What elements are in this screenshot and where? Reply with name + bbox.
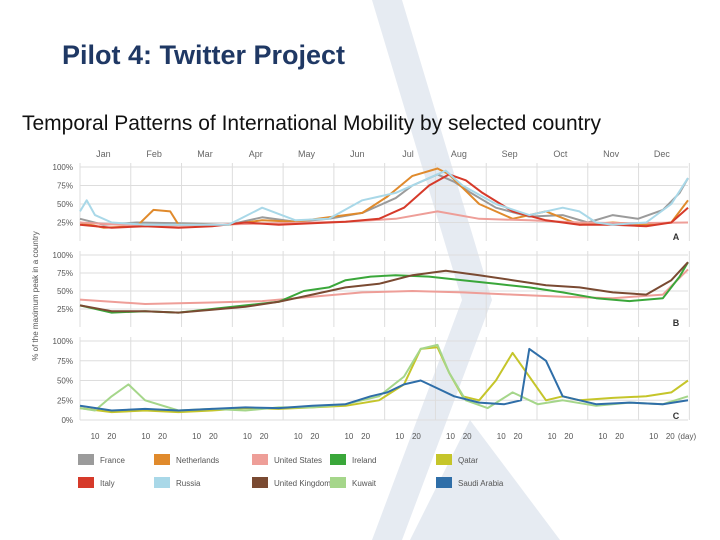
y-tick-label: 25%: [57, 219, 73, 228]
panel-label: B: [673, 318, 680, 328]
day-tick-label: 10: [91, 432, 100, 441]
month-label: Apr: [249, 149, 263, 159]
day-tick-label: 10: [497, 432, 506, 441]
legend-label: Saudi Arabia: [458, 479, 504, 488]
day-tick-label: 10: [243, 432, 252, 441]
y-tick-label: 0%: [61, 416, 73, 425]
day-tick-label: 20: [666, 432, 675, 441]
day-tick-label: 20: [514, 432, 523, 441]
legend-label: United States: [274, 456, 322, 465]
month-label: Aug: [451, 149, 467, 159]
month-label: Oct: [553, 149, 568, 159]
month-label: May: [298, 149, 316, 159]
day-tick-label: 20: [463, 432, 472, 441]
month-label: Feb: [146, 149, 162, 159]
y-tick-label: 50%: [57, 377, 73, 386]
month-label: Dec: [654, 149, 671, 159]
month-label: Jul: [402, 149, 414, 159]
month-label: Sep: [502, 149, 518, 159]
month-label: Jan: [96, 149, 111, 159]
y-tick-label: 75%: [57, 269, 73, 278]
legend-label: Kuwait: [352, 479, 377, 488]
day-tick-label: 20: [412, 432, 421, 441]
legend-swatch: [78, 454, 94, 465]
legend-label: Ireland: [352, 456, 376, 465]
slide-title: Pilot 4: Twitter Project: [62, 40, 346, 70]
day-tick-label: 20: [158, 432, 167, 441]
panel-label: C: [673, 411, 680, 421]
series-line-saudi-arabia: [79, 347, 689, 412]
y-axis-label: % of the maximum peak in a country: [31, 231, 40, 360]
legend-swatch: [330, 477, 346, 488]
series-line-russia: [79, 169, 689, 226]
month-label: Jun: [350, 149, 365, 159]
day-tick-label: 20: [310, 432, 319, 441]
legend-label: Netherlands: [176, 456, 219, 465]
legend-swatch: [252, 477, 268, 488]
legend-swatch: [154, 477, 170, 488]
y-tick-label: 100%: [53, 163, 73, 172]
y-tick-label: 25%: [57, 305, 73, 314]
day-tick-label: 10: [598, 432, 607, 441]
y-tick-label: 75%: [57, 182, 73, 191]
day-tick-label: 10: [649, 432, 658, 441]
day-tick-label: 10: [141, 432, 150, 441]
y-tick-label: 75%: [57, 357, 73, 366]
y-tick-label: 50%: [57, 287, 73, 296]
series-line-ireland: [79, 261, 689, 314]
legend-swatch: [154, 454, 170, 465]
day-tick-label: 10: [395, 432, 404, 441]
series-line-kuwait: [79, 343, 689, 412]
series-line-united-states: [79, 268, 689, 305]
day-tick-label: 20: [260, 432, 269, 441]
day-tick-label: 20: [209, 432, 218, 441]
day-tick-label: 10: [548, 432, 557, 441]
legend-label: United Kingdom: [274, 479, 331, 488]
legend-label: France: [100, 456, 125, 465]
series-line-italy: [79, 173, 689, 229]
y-tick-label: 100%: [53, 337, 73, 346]
legend-swatch: [78, 477, 94, 488]
series-line-qatar: [79, 346, 689, 414]
y-tick-label: 100%: [53, 251, 73, 260]
y-tick-label: 25%: [57, 396, 73, 405]
day-tick-label: 20: [615, 432, 624, 441]
legend-label: Italy: [100, 479, 115, 488]
legend-label: Russia: [176, 479, 201, 488]
day-tick-label: 20: [107, 432, 116, 441]
panel-label: A: [673, 232, 680, 242]
day-unit-label: (day): [678, 432, 697, 441]
day-tick-label: 10: [446, 432, 455, 441]
legend-swatch: [330, 454, 346, 465]
day-tick-label: 20: [564, 432, 573, 441]
y-tick-label: 50%: [57, 200, 73, 209]
series-line-united-kingdom: [79, 261, 689, 314]
day-tick-label: 10: [192, 432, 201, 441]
month-label: Nov: [603, 149, 620, 159]
legend-swatch: [252, 454, 268, 465]
legend-label: Qatar: [458, 456, 478, 465]
slide-subtitle: Temporal Patterns of International Mobil…: [22, 112, 601, 135]
month-label: Mar: [197, 149, 213, 159]
day-tick-label: 20: [361, 432, 370, 441]
legend-swatch: [436, 454, 452, 465]
legend-swatch: [436, 477, 452, 488]
day-tick-label: 10: [294, 432, 303, 441]
day-tick-label: 10: [344, 432, 353, 441]
